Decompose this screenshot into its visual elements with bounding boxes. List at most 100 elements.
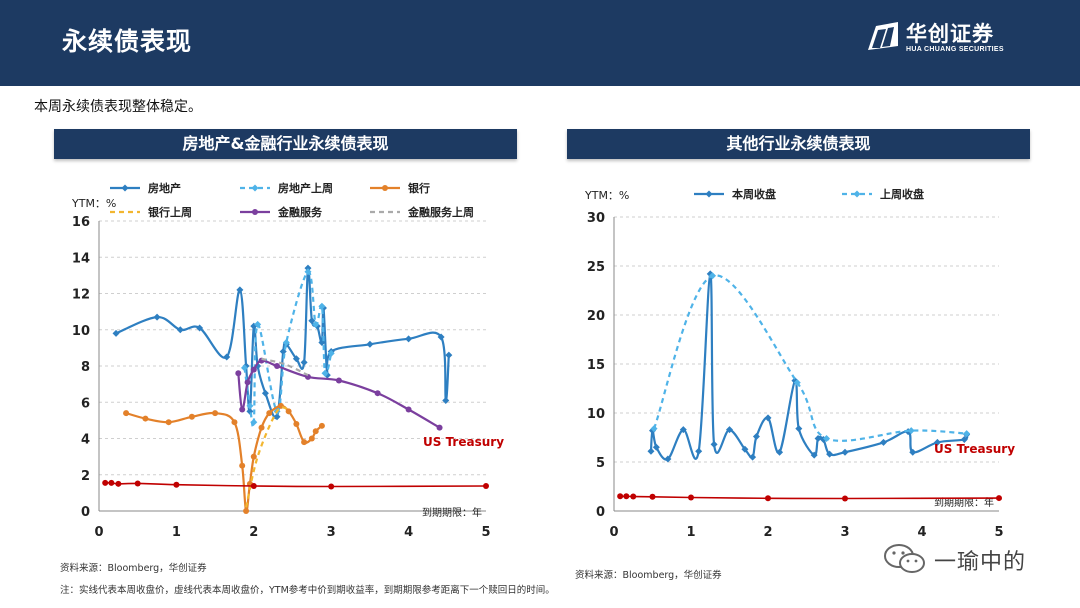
chart1-data-point-2 [318, 422, 325, 429]
chart1-y-tick-label: 10 [72, 324, 90, 339]
chart2-data-point-0 [814, 434, 822, 442]
chart1-series-line-0 [115, 266, 450, 420]
right-source-text: 资料来源：Bloomberg，华创证券 [575, 570, 722, 581]
chart1-x-tick-label: 2 [249, 525, 258, 540]
chart1-data-point-1 [312, 320, 320, 328]
logo-chinese-name: 华创证券 [906, 22, 994, 46]
chart2-data-point-2 [617, 493, 624, 500]
chart2-x-tick-label: 2 [763, 525, 772, 540]
legend-label-chart2-0: 本周收盘 [732, 187, 776, 201]
chart1-data-point-1 [254, 320, 262, 328]
logo-english-name: HUA CHUANG SECURITIES [906, 46, 1004, 53]
chart1-data-point-2 [212, 410, 219, 417]
chart1-data-point-4 [244, 379, 251, 386]
chart1-data-point-2 [142, 415, 149, 422]
chart1-data-point-0 [405, 335, 413, 343]
legend-marker-chart1-2 [382, 185, 388, 191]
chart2-data-point-0 [710, 440, 718, 448]
chart2-data-point-1 [650, 425, 658, 433]
chart1-data-point-1 [250, 418, 258, 426]
legend-label-chart1-5: 金融服务上周 [407, 205, 474, 219]
legend-marker-chart2-1 [853, 190, 861, 198]
chart1-data-point-1 [321, 369, 329, 377]
chart1-series-line-1 [243, 270, 333, 428]
chart2-y-tick-label: 15 [587, 358, 605, 373]
left-source-text: 资料来源：Bloomberg，华创证券 [60, 563, 207, 574]
chart1-data-point-2 [308, 435, 315, 442]
chart1-data-point-0 [445, 351, 453, 359]
chart2-x-tick-label: 1 [686, 525, 695, 540]
chart1-data-point-2 [266, 410, 273, 417]
chart1-data-point-0 [112, 329, 120, 337]
chart2-data-point-0 [749, 453, 757, 461]
footnote: 注：实线代表本周收盘价，虚线代表本周收盘价，YTM参考中价到期收益率，到期期限参… [60, 585, 555, 596]
page-title: 永续债表现 [62, 27, 193, 56]
legend-label-chart1-1: 房地产上周 [278, 181, 333, 195]
chart1-data-point-6 [250, 482, 257, 489]
intro-text: 本周永续债表现整体稳定。 [34, 99, 202, 115]
chart1-y-tick-label: 6 [81, 396, 90, 411]
chart2-data-point-0 [810, 451, 818, 459]
chart1-x-tick-label: 4 [404, 525, 413, 540]
chart1-x-tick-label: 5 [481, 525, 490, 540]
legend-marker-chart1-1 [251, 184, 259, 192]
chart1-y-tick-label: 0 [81, 505, 90, 520]
chart2-data-point-2 [842, 495, 848, 502]
chart2-data-point-0 [695, 447, 703, 455]
logo-mark-icon [868, 22, 898, 50]
chart1-data-point-1 [327, 349, 335, 357]
wechat-watermark: 一瑜中的 [882, 540, 1072, 580]
chart1-data-point-2 [312, 428, 319, 435]
chart2-data-point-0 [647, 447, 655, 455]
chart1-y-tick-label: 14 [72, 251, 90, 266]
chart1-data-point-0 [261, 389, 269, 397]
chart1-data-point-4 [235, 370, 242, 377]
legend-label-chart1-3: 银行上周 [148, 205, 192, 219]
chart1-x-tick-label: 1 [172, 525, 181, 540]
chart2-data-point-0 [795, 425, 803, 433]
chart2-data-point-0 [741, 445, 749, 453]
chart2-x-tick-label: 4 [917, 525, 926, 540]
chart2-data-point-2 [765, 495, 771, 502]
chart2-data-point-0 [776, 448, 784, 456]
chart1-y-tick-label: 16 [72, 215, 90, 230]
chart1-y-tick-label: 2 [81, 469, 90, 484]
chart2-x-tick-label: 0 [609, 525, 618, 540]
chart1-data-point-6 [134, 480, 141, 487]
top-banner [0, 0, 1080, 86]
chart1-y-tick-label: 12 [72, 288, 90, 303]
chart2-y-axis-title: YTM：% [584, 189, 629, 202]
chart2-data-point-2 [996, 495, 1002, 502]
chart1-x-tick-label: 3 [327, 525, 336, 540]
chart1-data-point-0 [153, 313, 161, 321]
chart2-us-treasury-label: US Treasury [934, 442, 1015, 456]
chart1-data-point-6 [328, 483, 335, 490]
chart2-y-tick-label: 25 [587, 260, 605, 275]
legend-marker-chart2-0 [705, 190, 713, 198]
legend-marker-chart1-0 [121, 184, 129, 192]
chart2-data-point-0 [764, 414, 772, 422]
chart2-data-point-0 [933, 438, 941, 446]
chart1-data-point-2 [301, 439, 308, 446]
chart2-y-tick-label: 20 [587, 309, 605, 324]
chart1-data-point-4 [274, 363, 281, 369]
right-panel-title: 其他行业永续债表现 [567, 129, 1030, 159]
chart2-data-point-0 [664, 455, 672, 463]
chart2-y-tick-label: 30 [587, 211, 605, 226]
chart2-data-point-2 [688, 494, 694, 501]
chart1-us-treasury-label: US Treasury [423, 435, 504, 449]
chart1-series-line-3 [245, 406, 289, 508]
chart1-data-point-4 [335, 377, 342, 384]
legend-label-chart1-2: 银行 [408, 181, 430, 195]
chart1-data-point-0 [292, 355, 300, 363]
chart1-data-point-2 [123, 410, 130, 417]
left-panel-title: 房地产&金融行业永续债表现 [54, 129, 517, 159]
chart1-y-tick-label: 8 [81, 360, 90, 375]
chart1-data-point-0 [176, 326, 184, 334]
chart1-data-point-1 [318, 302, 326, 310]
chart1-x-axis-title: 到期期限：年 [422, 506, 482, 519]
chart2-x-tick-label: 5 [994, 525, 1003, 540]
chart1-series-line-6 [105, 482, 487, 488]
chart1-data-point-0 [223, 353, 231, 361]
